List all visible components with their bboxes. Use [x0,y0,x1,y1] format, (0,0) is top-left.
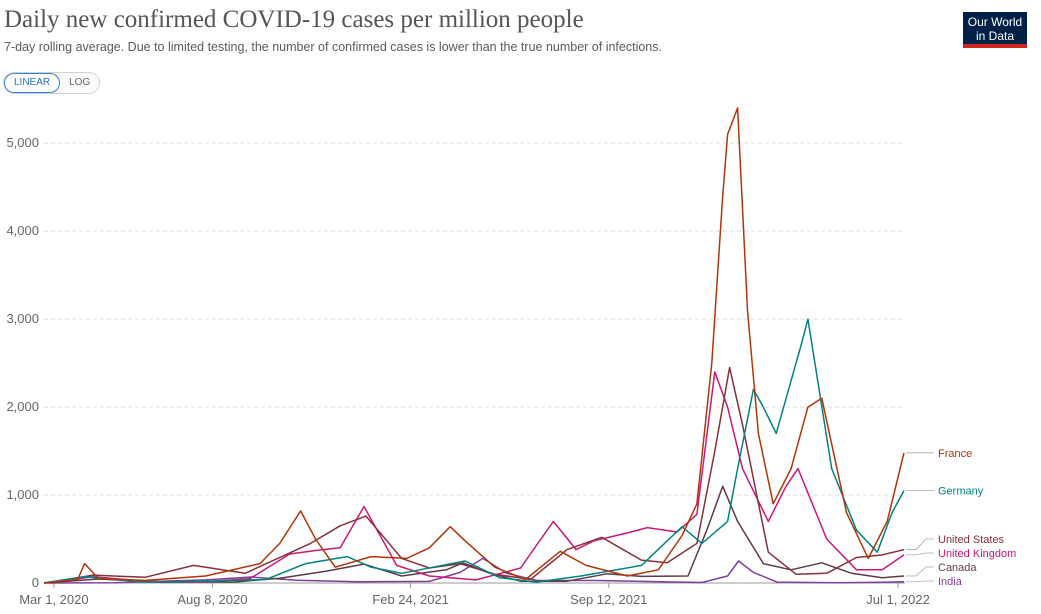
y-tick-label: 0 [32,575,39,590]
label-connector-india [906,580,934,583]
logo-line-2: in Data [975,29,1015,43]
y-tick-label: 5,000 [6,135,39,150]
label-connector-canada [906,566,934,577]
y-tick-label: 3,000 [6,311,39,326]
series-label-germany: Germany [938,486,984,498]
log-scale-button[interactable]: LOG [60,73,100,93]
series-line-india [43,557,905,584]
x-tick-label: Jul 1, 2022 [866,592,930,607]
x-tick-label: Mar 1, 2020 [19,592,88,607]
label-connector-united-kingdom [906,552,934,556]
y-tick-label: 2,000 [6,399,39,414]
series-line-united-states [43,366,905,584]
series-line-germany [43,318,905,584]
series-line-france [43,107,905,584]
y-tick-label: 4,000 [6,223,39,238]
page-subtitle: 7-day rolling average. Due to limited te… [4,40,662,54]
linear-scale-button[interactable]: LINEAR [4,73,61,93]
series-label-canada: Canada [938,562,977,574]
series-line-united-kingdom [43,371,905,584]
series-label-france: France [938,448,972,460]
x-tick-label: Feb 24, 2021 [372,592,449,607]
owid-logo[interactable]: Our World in Data [963,12,1027,48]
series-label-india: India [938,576,963,588]
x-tick-label: Aug 8, 2020 [177,592,247,607]
y-tick-label: 1,000 [6,487,39,502]
page-title: Daily new confirmed COVID-19 cases per m… [4,6,584,33]
label-connector-united-states [906,538,934,550]
series-label-united-kingdom: United Kingdom [938,548,1016,560]
scale-toggle: LINEAR LOG [3,72,101,94]
logo-line-1: Our World [967,15,1023,29]
series-label-united-states: United States [938,534,1005,546]
x-tick-label: Sep 12, 2021 [570,592,647,607]
